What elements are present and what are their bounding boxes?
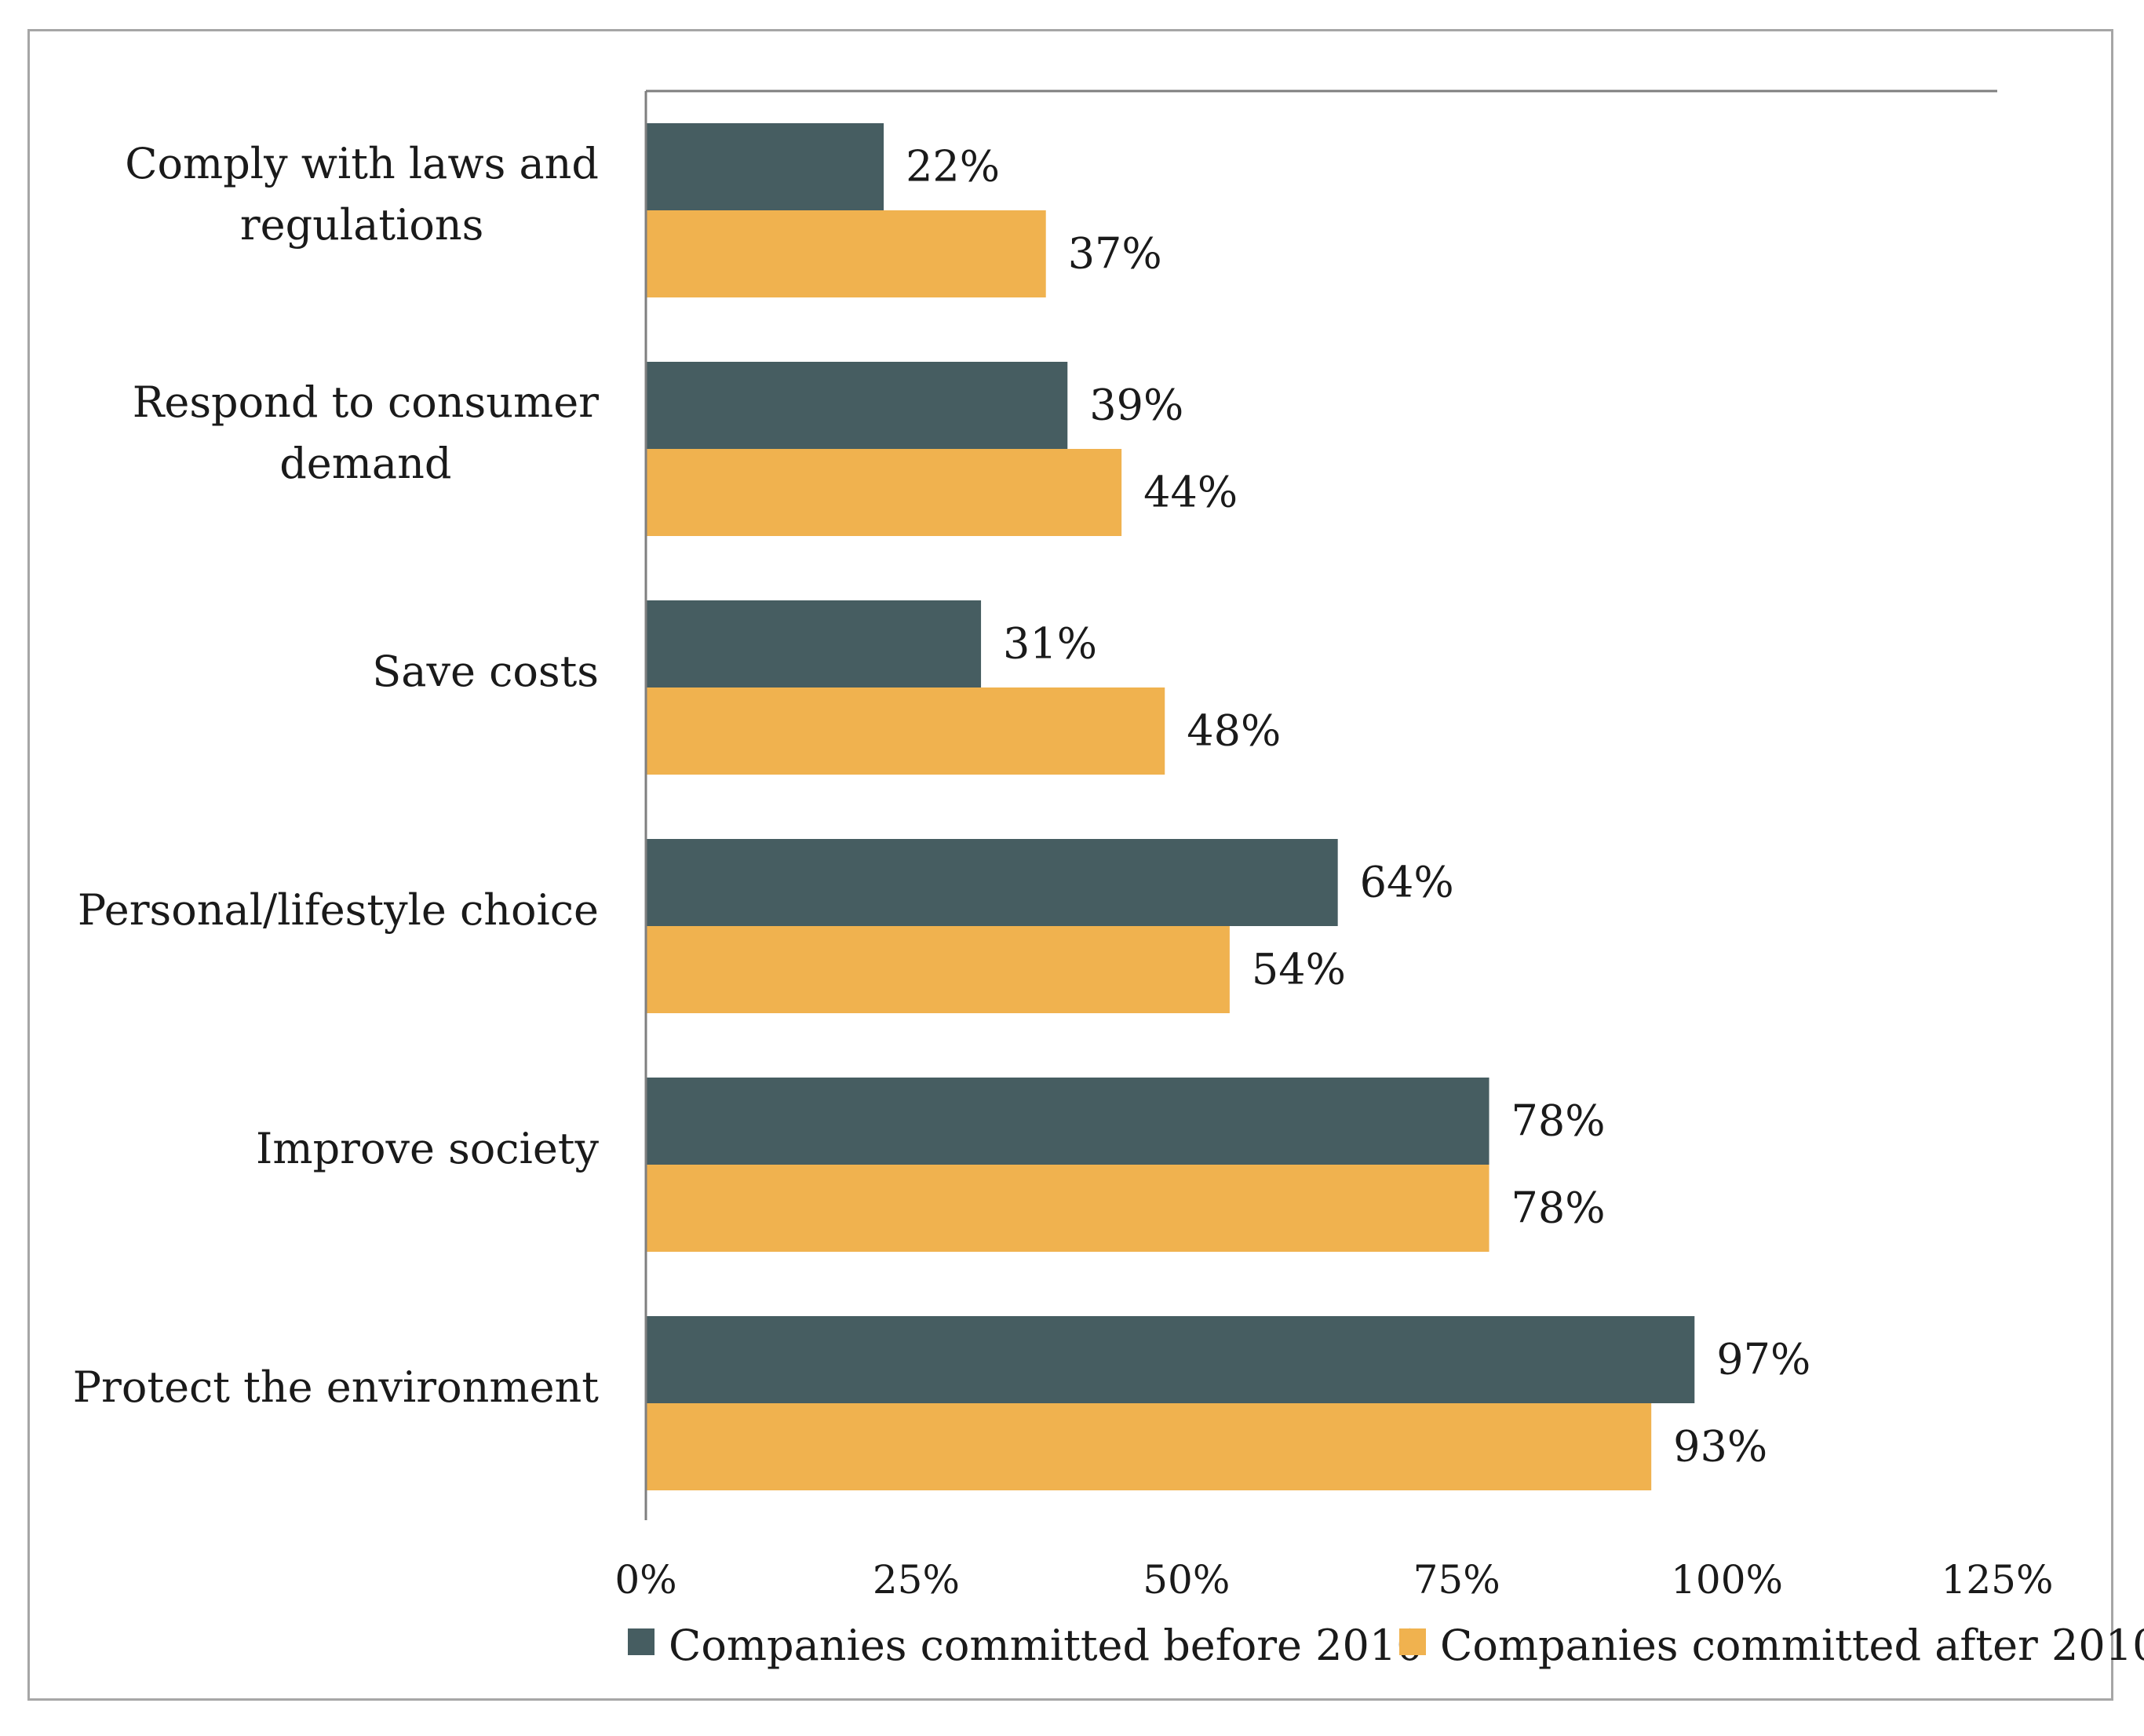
data-label-s1-cat3: 31% [1003, 619, 1097, 669]
data-label-s2-cat4: 54% [1252, 945, 1346, 994]
bars-layer [646, 123, 1695, 1490]
bar-s1-cat2 [646, 362, 1068, 449]
category-label-line: Protect the environment [73, 1362, 600, 1412]
bar-s2-cat4 [646, 926, 1230, 1013]
legend-label-2: Companies committed after 2010 [1440, 1621, 2144, 1670]
data-label-s2-cat2: 44% [1143, 468, 1238, 517]
bar-s2-cat5 [646, 1165, 1489, 1252]
data-label-s1-cat2: 39% [1089, 381, 1183, 430]
category-label-1: Comply with laws and regulations [125, 139, 599, 250]
category-label-5: Improve society [256, 1124, 599, 1173]
bar-s2-cat3 [646, 687, 1165, 775]
bar-s1-cat3 [646, 600, 982, 687]
category-label-line: regulations [240, 200, 484, 250]
labels-layer: 22% 37% Comply with laws and regulations 39%… [73, 139, 2054, 1603]
x-tick-label-100: 100% [1671, 1557, 1783, 1603]
bar-s1-cat4 [646, 839, 1338, 926]
legend: Companies committed before 2010 Companies… [628, 1621, 2144, 1670]
data-label-s1-cat4: 64% [1360, 858, 1454, 907]
category-label-line: Save costs [372, 647, 599, 696]
chart-frame [27, 29, 2113, 1701]
bar-s2-cat1 [646, 210, 1046, 297]
x-tick-label-75: 75% [1413, 1557, 1500, 1603]
data-label-s2-cat6: 93% [1673, 1422, 1767, 1472]
data-label-s1-cat6: 97% [1716, 1335, 1810, 1384]
x-tick-label-25: 25% [873, 1557, 960, 1603]
bar-s1-cat1 [646, 123, 884, 210]
category-label-line: Respond to consumer [133, 377, 599, 427]
category-label-4: Personal/lifestyle choice [78, 885, 599, 935]
x-tick-label-125: 125% [1942, 1557, 2054, 1603]
data-label-s1-cat5: 78% [1511, 1096, 1606, 1146]
legend-swatch-1 [628, 1628, 655, 1655]
bar-s2-cat2 [646, 449, 1122, 536]
x-tick-label-50: 50% [1143, 1557, 1230, 1603]
data-label-s1-cat1: 22% [906, 142, 1000, 191]
x-tick-label-0: 0% [614, 1557, 676, 1603]
data-label-s2-cat5: 78% [1511, 1183, 1606, 1233]
category-label-line: Personal/lifestyle choice [78, 885, 599, 935]
category-label-line: Comply with laws and [125, 139, 599, 188]
category-label-line: Improve society [256, 1124, 599, 1173]
bar-s1-cat5 [646, 1078, 1489, 1165]
bar-s2-cat6 [646, 1403, 1652, 1490]
category-label-3: Save costs [372, 647, 599, 696]
category-label-6: Protect the environment [73, 1362, 600, 1412]
axes-layer [644, 89, 1997, 1520]
legend-label-1: Companies committed before 2010 [669, 1621, 1424, 1670]
category-label-line: demand [279, 439, 451, 488]
data-label-s2-cat1: 37% [1068, 229, 1162, 279]
data-label-s2-cat3: 48% [1187, 706, 1281, 756]
bar-s1-cat6 [646, 1316, 1695, 1403]
category-label-2: Respond to consumer demand [133, 377, 599, 488]
legend-swatch-2 [1399, 1628, 1426, 1655]
